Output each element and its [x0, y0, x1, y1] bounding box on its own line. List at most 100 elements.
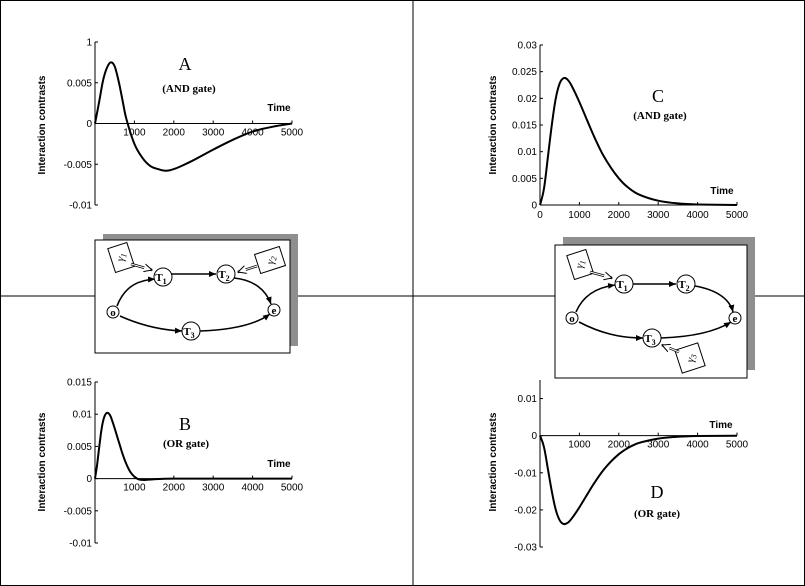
node-t3-right-label: T3	[644, 333, 655, 347]
chart-b-ytick-label: 0.01	[73, 410, 93, 421]
node-t1	[153, 267, 173, 287]
chart-c-ytick-label: 0	[531, 201, 537, 212]
chart-a-ytick-label: 0.005	[67, 78, 92, 89]
edge-t3-e	[199, 313, 271, 332]
chart-d-ytick-label: 0	[531, 431, 537, 442]
node-t3	[181, 321, 201, 341]
gamma3-right-box	[674, 342, 706, 374]
gamma1-label: γ1	[114, 252, 128, 262]
panel-a-gate: (AND gate)	[162, 83, 216, 95]
chart-b-xtick-label: 4000	[241, 483, 264, 494]
edge-t2-e-right	[694, 285, 735, 313]
panel-a-letter: A	[179, 54, 192, 74]
node-t3-label: T3	[183, 326, 194, 340]
chart-b-series-line	[94, 411, 292, 481]
chart-b-ytick-label: 0.005	[67, 442, 92, 453]
chart-c-x-axis-label: Time	[710, 186, 734, 197]
panel-d-gate: (OR gate)	[634, 508, 680, 520]
chart-a-ytick-label: 1	[86, 38, 92, 49]
node-t2-label: T2	[218, 269, 229, 283]
chart-c-xtick-label: 3000	[647, 210, 670, 221]
gamma3-right-arrow-inner	[662, 345, 680, 353]
gamma2-label: γ2	[264, 255, 278, 265]
chart-a-xtick-label: 5000	[281, 128, 304, 139]
edge-o-t1-right	[575, 282, 616, 313]
gamma2-box	[253, 245, 287, 275]
chart-c-xtick-label: 5000	[726, 210, 749, 221]
chart-d-ytick-label: 0.01	[518, 394, 538, 405]
chart-b-xtick-label: 3000	[202, 483, 225, 494]
chart-a-xtick-label: 2000	[163, 128, 186, 139]
gamma1-arrow-inner	[130, 263, 152, 270]
node-t2-right	[676, 274, 696, 294]
chart-b-xtick-label: 5000	[281, 483, 304, 494]
chart-c-xtick-label: 0	[537, 210, 543, 221]
node-t1-right-label: T1	[616, 279, 627, 293]
chart-c-ytick-label: 0.02	[518, 94, 538, 105]
chart-d-y-axis-label: Interaction contrasts	[488, 412, 499, 511]
chart-d: 0.01 0 -0.01 -0.02 -0.03 1000 2000 3000 4000 5000…	[488, 380, 749, 554]
gamma1-box	[107, 241, 136, 274]
chart-d-ytick-label: -0.02	[514, 505, 537, 516]
chart-a-ytick-label: 0	[86, 119, 92, 130]
node-o-right-label: o	[569, 313, 575, 325]
chart-a-xtick-label: 4000	[241, 128, 264, 139]
edge-o-t3	[119, 315, 183, 334]
chart-a-xtick-label: 1000	[123, 128, 146, 139]
chart-c-xtick-label: 1000	[568, 210, 591, 221]
node-o-label: o	[110, 307, 116, 319]
chart-d-xtick-label: 4000	[686, 440, 709, 451]
chart-b: 0.015 0.01 0.005 0 -0.005 -0.01 1000 2000 3000 40…	[37, 378, 304, 550]
panel-b-letter: B	[179, 414, 191, 434]
chart-d-xtick-label: 3000	[647, 440, 670, 451]
chart-b-y-axis-label: Interaction contrasts	[37, 412, 48, 511]
chart-b-ytick-label: 0	[86, 474, 92, 485]
node-e	[267, 303, 281, 317]
node-e-right-label: e	[733, 313, 738, 325]
chart-d-ytick-label: -0.01	[514, 468, 537, 479]
chart-d-xtick-label: 2000	[608, 440, 631, 451]
panel-c-gate: (AND gate)	[633, 110, 687, 122]
node-o	[106, 305, 120, 319]
chart-b-x-axis-label: Time	[267, 459, 291, 470]
chart-d-xtick-label: 5000	[726, 440, 749, 451]
chart-a-y-axis-label: Interaction contrasts	[37, 75, 48, 174]
chart-c-series-line	[539, 76, 738, 206]
gamma1-right-box	[566, 248, 595, 281]
panel-b-gate: (OR gate)	[163, 438, 209, 450]
edge-t2-e	[233, 277, 272, 305]
chart-d-xtick-label: 1000	[568, 440, 591, 451]
chart-c-ytick-label: 0.015	[512, 121, 537, 132]
chart-c-ytick-label: 0.03	[518, 41, 538, 52]
chart-d-series-line	[539, 434, 738, 526]
chart-b-ytick-label: 0.015	[67, 378, 92, 389]
chart-c-ytick-label: 0.01	[518, 147, 538, 158]
gamma2-arrow-inner	[238, 266, 258, 272]
edge-t3-e-right	[660, 321, 732, 339]
chart-a-ytick-label: -0.005	[64, 160, 93, 171]
node-o-right	[565, 311, 579, 325]
chart-b-xtick-label: 2000	[163, 483, 186, 494]
node-t2	[216, 264, 236, 284]
chart-a-x-axis-label: Time	[267, 103, 291, 114]
chart-d-x-axis-label: Time	[709, 420, 733, 431]
gamma1-right-arrow-inner	[589, 271, 612, 278]
chart-b-ytick-label: -0.01	[69, 539, 92, 550]
node-t3-right	[642, 328, 662, 348]
network-diagram-right: o T1 T2 T3 e γ1 γ3	[554, 237, 755, 379]
chart-a-series-line	[94, 61, 293, 172]
gamma1-right-label: γ1	[573, 259, 587, 269]
panel-c-letter: C	[652, 86, 664, 106]
chart-c-ytick-label: 0.025	[512, 67, 537, 78]
edge-o-t3-right	[578, 321, 644, 341]
node-e-label: e	[272, 305, 277, 317]
chart-a-xtick-label: 3000	[202, 128, 225, 139]
chart-a: 1 0.005 0 -0.005 -0.01 1000 2000 3000 4000 5000 Ti…	[37, 38, 304, 212]
network-diagram-left: o T1 T2 T3 e γ1 γ2	[94, 234, 298, 354]
chart-c-xtick-label: 2000	[608, 210, 631, 221]
chart-d-ytick-label: -0.03	[514, 543, 537, 554]
chart-c-y-axis-label: Interaction contrasts	[488, 75, 499, 174]
chart-b-ytick-label: -0.005	[64, 506, 93, 517]
chart-a-ytick-label: -0.01	[69, 201, 92, 212]
